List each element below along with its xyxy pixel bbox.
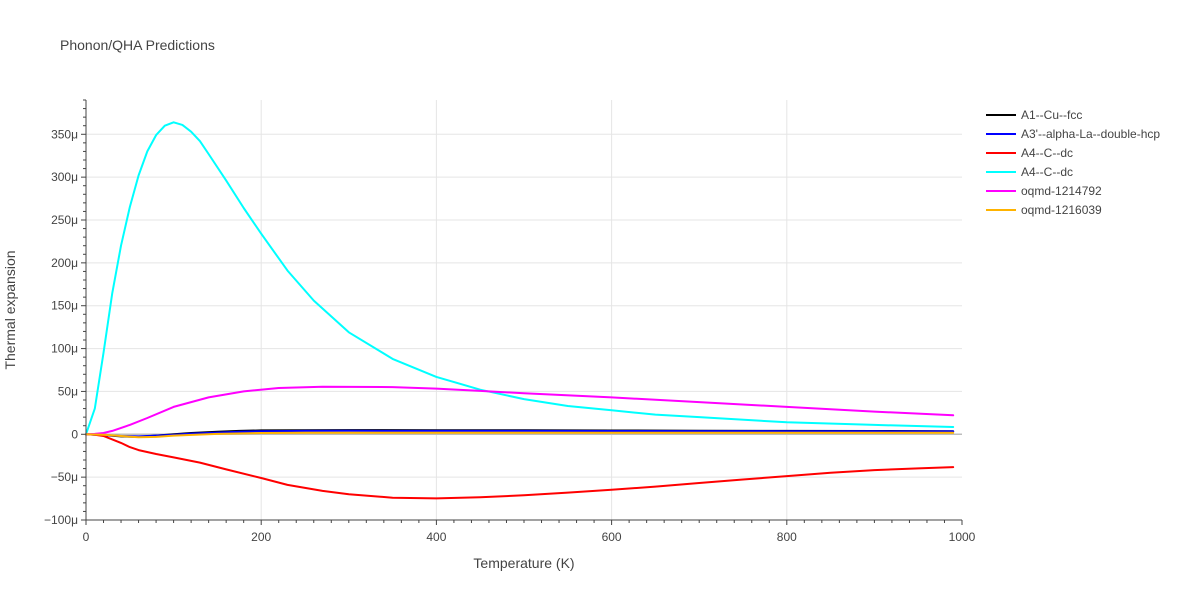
series-line-6 [85, 431, 955, 439]
y-tick-label: −50μ [51, 470, 78, 484]
y-tick-label: 300μ [51, 170, 78, 184]
legend-item[interactable]: A3'--alpha-La--double-hcp [986, 127, 1160, 141]
x-tick-label: 400 [426, 530, 446, 544]
legend-label: A4--C--dc [1021, 146, 1073, 160]
legend-label: A4--C--dc [1021, 165, 1073, 179]
axes: 0 200 400 600 800 1000 −100μ −50μ 0 50μ 100μ 150μ 20… [44, 99, 976, 544]
x-tick-label: 200 [251, 530, 271, 544]
chart-title: Phonon/QHA Predictions [60, 37, 215, 53]
x-tick-label: 800 [777, 530, 797, 544]
x-tick-label: 600 [602, 530, 622, 544]
legend-item[interactable]: oqmd-1214792 [986, 184, 1102, 198]
y-tick-label: 200μ [51, 256, 78, 270]
legend-label: A3'--alpha-La--double-hcp [1021, 127, 1160, 141]
legend-label: A1--Cu--fcc [1021, 108, 1082, 122]
series-line-4 [85, 121, 955, 436]
x-tick-label: 1000 [949, 530, 976, 544]
y-tick-label: −100μ [44, 513, 78, 527]
y-tick-label: 350μ [51, 127, 78, 141]
legend-item[interactable]: A4--C--dc [986, 146, 1073, 160]
series-line-5 [85, 385, 955, 436]
series-line-3 [85, 433, 955, 500]
y-tick-label: 150μ [51, 299, 78, 313]
legend-item[interactable]: A1--Cu--fcc [986, 108, 1082, 122]
legend-item[interactable]: oqmd-1216039 [986, 203, 1102, 217]
legend-label: oqmd-1214792 [1021, 184, 1102, 198]
legend-item[interactable]: A4--C--dc [986, 165, 1073, 179]
series-layer [85, 121, 955, 500]
y-tick-label: 0 [71, 427, 78, 441]
x-axis-title: Temperature (K) [473, 555, 574, 571]
legend-label: oqmd-1216039 [1021, 203, 1102, 217]
y-axis-title: Thermal expansion [2, 250, 18, 369]
y-tick-label: 250μ [51, 213, 78, 227]
legend[interactable]: A1--Cu--fcc A3'--alpha-La--double-hcp A4--… [986, 108, 1160, 217]
y-tick-label: 50μ [58, 384, 78, 398]
x-tick-label: 0 [83, 530, 90, 544]
y-tick-label: 100μ [51, 342, 78, 356]
